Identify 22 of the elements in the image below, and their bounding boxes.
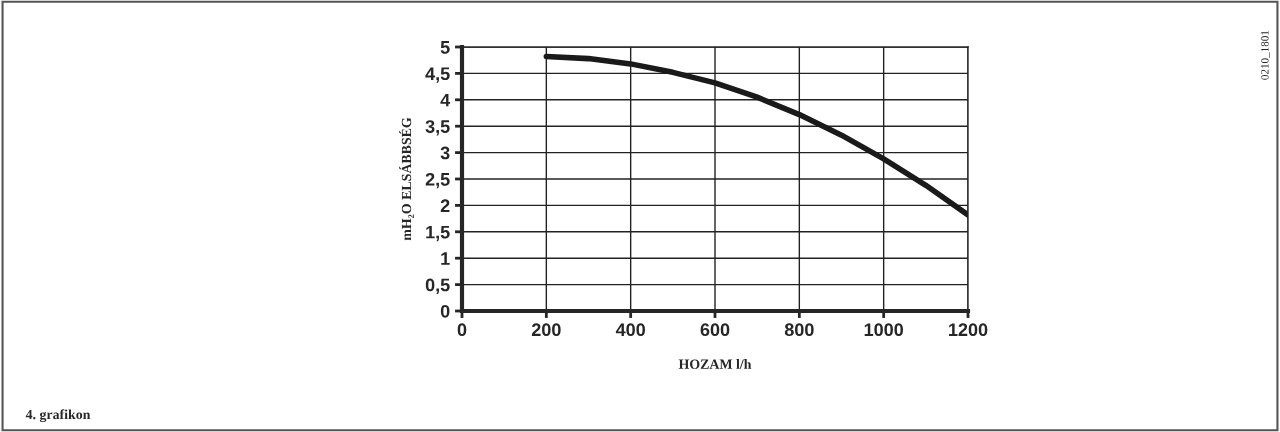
y-tick-label: 5 xyxy=(440,41,450,54)
y-tick-label: 1 xyxy=(441,252,450,265)
y-tick-label: 3,5 xyxy=(425,120,450,136)
text: 0210_1801 xyxy=(1261,30,1270,80)
y-tick-label: 3 xyxy=(440,146,450,160)
x-tick-label: 1000 xyxy=(864,323,904,337)
x-tick-label: 0 xyxy=(457,323,467,337)
y-axis-title: mH₂O ELSÁBBSÉG xyxy=(399,117,414,241)
y-tick-label: 4 xyxy=(440,93,451,107)
y-tick-label: 1,5 xyxy=(426,225,450,242)
y-tick-label: 2 xyxy=(440,199,450,212)
y-tick-label: 0,5 xyxy=(425,278,450,294)
y-tick-label: 0 xyxy=(440,304,450,318)
y-tick-label: 2,5 xyxy=(425,172,450,189)
x-axis-title: HOZAM l/h xyxy=(678,359,752,369)
x-tick-label: 200 xyxy=(531,323,561,337)
x-tick-label: 600 xyxy=(700,323,730,337)
x-tick-label: 800 xyxy=(784,323,814,337)
x-tick-label: 400 xyxy=(615,323,645,337)
x-tick-label: 1200 xyxy=(949,323,988,337)
y-tick-label: 4,5 xyxy=(425,67,450,83)
text: 4. grafikon xyxy=(25,409,91,423)
